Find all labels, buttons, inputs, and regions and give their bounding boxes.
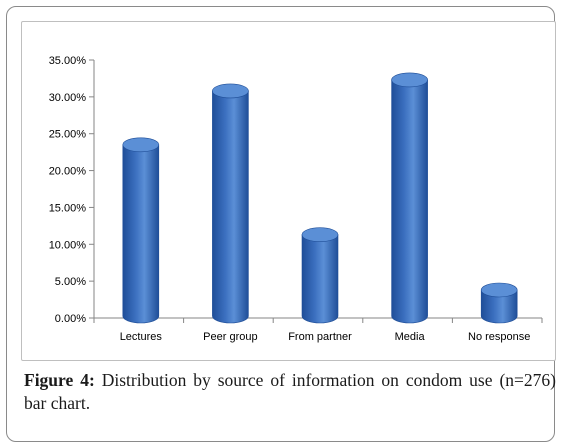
x-tick-label: From partner (288, 331, 352, 343)
bar-top-no-response (480, 282, 518, 298)
x-tick-label: Media (395, 331, 426, 343)
y-tick-label: 5.00% (55, 276, 86, 288)
caption-label: Figure 4: (24, 370, 95, 390)
x-tick-label: Lectures (120, 331, 163, 343)
y-tick-label: 35.00% (49, 55, 87, 67)
x-tick-label: No response (468, 331, 530, 343)
bar-lectures (122, 144, 160, 324)
bar-top-from-partner (301, 227, 339, 243)
figure-caption: Figure 4: Distribution by source of info… (24, 369, 556, 415)
bar-top-media (391, 72, 428, 88)
y-tick-label: 15.00% (49, 202, 87, 214)
y-tick-label: 25.00% (49, 129, 87, 141)
y-tick-label: 0.00% (55, 313, 86, 325)
y-tick-label: 30.00% (49, 92, 87, 104)
bar-no-response (480, 289, 518, 324)
chart-area: 0.00% 5.00% 10.00% 15.00% 20.00% 25.00% 30.00%… (21, 21, 556, 361)
y-tick-label: 20.00% (49, 166, 87, 178)
bar-top-lectures (122, 137, 160, 153)
y-tick-label: 10.00% (49, 239, 87, 251)
bar-top-peer-group (212, 83, 249, 99)
bar-from-partner (301, 234, 339, 324)
figure-frame: 0.00% 5.00% 10.00% 15.00% 20.00% 25.00% 30.00%… (6, 6, 556, 442)
bar-chart: 0.00% 5.00% 10.00% 15.00% 20.00% 25.00% 30.00%… (49, 55, 543, 343)
bar-peer-group (212, 90, 249, 324)
bar-media (391, 79, 428, 324)
caption-text: Distribution by source of information on… (24, 370, 556, 413)
x-tick-label: Peer group (203, 331, 257, 343)
